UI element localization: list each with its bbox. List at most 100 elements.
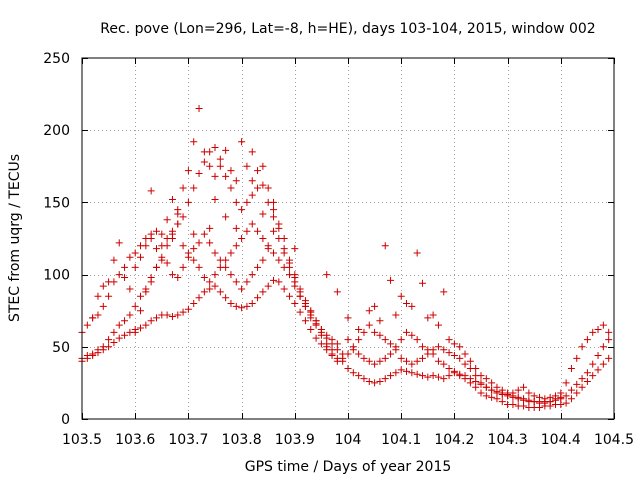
data-point <box>211 249 219 257</box>
data-point <box>562 379 570 387</box>
data-point <box>461 350 469 358</box>
data-point <box>333 346 341 354</box>
data-point <box>285 292 293 300</box>
x-tick-label: 103.6 <box>115 432 155 448</box>
data-point <box>365 377 373 385</box>
x-axis-label: GPS time / Days of year 2015 <box>245 459 452 475</box>
data-point <box>498 389 506 397</box>
data-point <box>504 390 512 398</box>
data-point <box>397 336 405 344</box>
data-point <box>131 263 139 271</box>
data-point <box>482 375 490 383</box>
data-point <box>270 198 278 206</box>
data-point <box>605 336 613 344</box>
data-point <box>211 271 219 279</box>
data-point <box>83 354 91 362</box>
data-point <box>381 336 389 344</box>
data-point <box>418 372 426 380</box>
y-tick-label: 250 <box>43 51 70 67</box>
data-point <box>371 302 379 310</box>
x-tick-label: 104.2 <box>434 432 474 448</box>
data-point <box>291 245 299 253</box>
series-arc-F <box>147 148 341 296</box>
data-point <box>179 213 187 221</box>
data-point <box>195 239 203 247</box>
data-point <box>371 328 379 336</box>
data-point <box>147 317 155 325</box>
data-point <box>259 210 267 218</box>
data-point <box>456 370 464 378</box>
data-point <box>158 242 166 250</box>
data-point <box>387 372 395 380</box>
data-point <box>248 271 256 279</box>
data-point <box>248 220 256 228</box>
data-point <box>270 206 278 214</box>
data-point <box>254 263 262 271</box>
data-point <box>445 336 453 344</box>
data-point <box>323 271 331 279</box>
data-point <box>477 389 485 397</box>
data-point <box>110 328 118 336</box>
data-point <box>168 196 176 204</box>
data-point <box>222 172 230 180</box>
data-point <box>541 399 549 407</box>
data-point <box>174 273 182 281</box>
data-point <box>589 328 597 336</box>
data-point <box>578 383 586 391</box>
data-point <box>275 256 283 264</box>
x-tick-label: 103.9 <box>275 432 315 448</box>
data-point <box>115 239 123 247</box>
data-point <box>413 357 421 365</box>
data-point <box>589 360 597 368</box>
data-point <box>216 288 224 296</box>
data-point <box>270 227 278 235</box>
data-point <box>456 354 464 362</box>
data-point <box>264 245 272 253</box>
data-point <box>131 302 139 310</box>
data-point <box>259 162 267 170</box>
data-point <box>270 249 278 257</box>
data-point <box>466 357 474 365</box>
data-point <box>227 249 235 257</box>
data-point <box>280 235 288 242</box>
x-tick-label: 104.4 <box>541 432 581 448</box>
data-point <box>259 256 267 264</box>
data-point <box>200 273 208 281</box>
data-point <box>94 311 102 319</box>
data-point <box>163 259 171 267</box>
data-point <box>551 395 559 403</box>
data-point <box>477 380 485 388</box>
data-point <box>131 249 139 257</box>
data-point <box>195 263 203 271</box>
data-point <box>254 227 262 235</box>
data-point <box>184 167 192 175</box>
data-point <box>121 273 129 281</box>
data-point <box>567 386 575 394</box>
data-point <box>562 399 570 407</box>
data-point <box>105 278 113 286</box>
data-point <box>200 148 208 156</box>
data-point <box>445 349 453 357</box>
data-point <box>190 184 198 192</box>
data-point <box>557 393 565 401</box>
data-point <box>296 308 304 316</box>
data-point <box>190 256 198 264</box>
data-point <box>184 198 192 206</box>
data-point <box>216 162 224 170</box>
data-point <box>589 372 597 380</box>
data-point <box>115 271 123 279</box>
data-point <box>206 224 214 232</box>
data-point <box>323 346 331 354</box>
data-point <box>509 392 517 400</box>
data-point <box>371 360 379 368</box>
data-point <box>190 230 198 238</box>
data-point <box>472 364 480 372</box>
x-tick-label: 104 <box>335 432 362 448</box>
data-point <box>254 294 262 302</box>
data-point <box>227 271 235 279</box>
data-point <box>376 357 384 365</box>
data-point <box>285 259 293 267</box>
data-point <box>147 278 155 286</box>
data-point <box>152 227 160 235</box>
x-tick-label: 103.5 <box>62 432 102 448</box>
